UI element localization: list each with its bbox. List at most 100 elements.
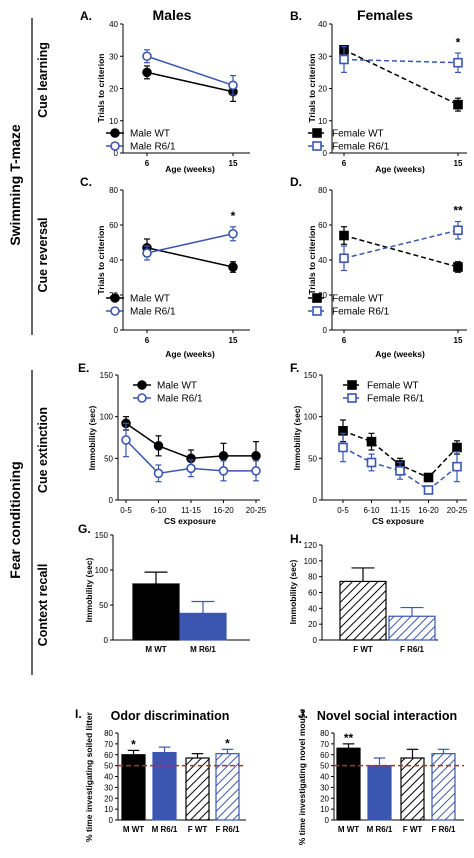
panel-letter: E.: [78, 361, 89, 375]
col-header-males: Males: [153, 7, 192, 23]
panel-title: Novel social interaction: [317, 709, 457, 723]
x-tick-label: 20-25: [246, 506, 267, 515]
y-tick-label: 0: [109, 496, 114, 505]
x-tick-label: M R6/1: [152, 825, 178, 834]
data-point: [110, 141, 120, 151]
panel-letter: G.: [78, 522, 91, 536]
panel-f: 0 50 100 150 F. Immobility (sec) 0-5 6-10 11-15 1…: [290, 361, 468, 526]
y-tick-label: 40: [320, 773, 329, 782]
legend-label: Male R6/1: [130, 307, 176, 318]
y-tick-label: 100: [95, 566, 109, 575]
y-tick-label: 60: [318, 221, 327, 230]
data-point: [218, 451, 229, 461]
y-tick-label: 80: [104, 729, 113, 738]
bar: [215, 753, 240, 821]
y-tick-label: 40: [308, 604, 317, 613]
y-tick-label: 20: [308, 620, 317, 629]
y-tick-label: 20: [109, 85, 118, 94]
data-point: [423, 485, 434, 495]
data-point: [339, 54, 349, 65]
y-tick-label: 0: [114, 149, 119, 158]
y-tick-label: 30: [318, 52, 327, 61]
legend-label: Male WT: [157, 381, 197, 392]
y-tick-label: 10: [109, 117, 118, 126]
y-tick-label: 100: [304, 413, 318, 422]
y-axis-label: % time investigating soiled litter: [84, 711, 94, 842]
significance-marker: *: [231, 209, 236, 223]
col-header-females: Females: [357, 7, 413, 23]
data-point: [347, 393, 357, 403]
y-tick-label: 40: [104, 773, 113, 782]
y-axis-label: Immobility (sec): [84, 557, 94, 622]
series-line: [146, 247, 234, 268]
data-point: [312, 293, 322, 303]
y-tick-label: 60: [308, 589, 317, 598]
significance-marker: **: [344, 731, 354, 745]
data-point: [339, 230, 349, 241]
data-point: [453, 225, 463, 236]
data-point: [251, 466, 261, 476]
x-tick-label: F WT: [403, 825, 423, 834]
series-line: [343, 229, 459, 259]
y-tick-label: 0: [325, 816, 330, 825]
x-tick-label: 6: [145, 336, 150, 345]
x-tick-label: 11-15: [390, 506, 410, 515]
x-axis-label: CS exposure: [372, 516, 424, 526]
x-tick-label: M R6/1: [190, 645, 216, 654]
x-tick-label: 0-5: [337, 506, 349, 515]
bar: [152, 751, 177, 821]
legend-label: Female WT: [367, 381, 419, 392]
y-tick-label: 80: [318, 186, 327, 195]
y-axis-label: Trials to criterion: [96, 226, 106, 295]
y-tick-label: 30: [109, 52, 118, 61]
panel-d: 0 20 40 60 80 D. Trials to criterion 6 15 Age (we…: [290, 175, 467, 359]
y-tick-label: 60: [320, 751, 329, 760]
x-tick-label: M WT: [123, 825, 144, 834]
significance-marker: *: [456, 36, 461, 50]
legend-label: Male WT: [130, 129, 170, 140]
y-tick-label: 20: [318, 85, 327, 94]
y-tick-label: 80: [109, 186, 118, 195]
significance-marker: *: [225, 736, 230, 750]
y-tick-label: 120: [304, 541, 318, 550]
panel-letter: F.: [290, 361, 299, 375]
data-point: [110, 128, 120, 138]
y-tick-label: 60: [104, 751, 113, 760]
x-tick-label: F WT: [188, 825, 208, 834]
x-tick-label: 6-10: [150, 506, 167, 515]
section-label-fear: Fear conditioning: [7, 461, 23, 578]
x-tick-label: 6-10: [363, 506, 380, 515]
data-point: [142, 67, 152, 78]
y-tick-label: 50: [320, 762, 329, 771]
x-tick-label: 0-5: [120, 506, 132, 515]
data-point: [366, 457, 377, 468]
data-point: [153, 468, 164, 479]
legend-label: Female WT: [332, 129, 384, 140]
data-point: [186, 463, 196, 474]
x-tick-label: F R6/1: [431, 825, 456, 834]
legend-label: Female R6/1: [332, 307, 390, 318]
bar: [367, 765, 392, 821]
data-point: [218, 466, 229, 476]
data-point: [366, 436, 377, 447]
row-label-cue-learning: Cue learning: [36, 42, 50, 118]
row-label-cue-reversal: Cue reversal: [36, 217, 50, 292]
bar: [185, 757, 210, 821]
x-tick-label: M WT: [338, 825, 359, 834]
y-axis-label: Immobility (sec): [292, 405, 302, 470]
series-line: [146, 71, 234, 93]
y-tick-label: 70: [320, 740, 329, 749]
data-point: [228, 262, 238, 272]
y-tick-label: 80: [320, 729, 329, 738]
y-tick-label: 40: [109, 20, 118, 29]
data-point: [137, 393, 147, 403]
x-tick-label: 16-20: [213, 506, 234, 515]
x-tick-label: 20-25: [447, 506, 468, 515]
panel-letter: A.: [80, 9, 92, 23]
series-line: [343, 49, 459, 106]
significance-marker: *: [131, 737, 136, 751]
x-tick-label: 15: [454, 336, 463, 345]
